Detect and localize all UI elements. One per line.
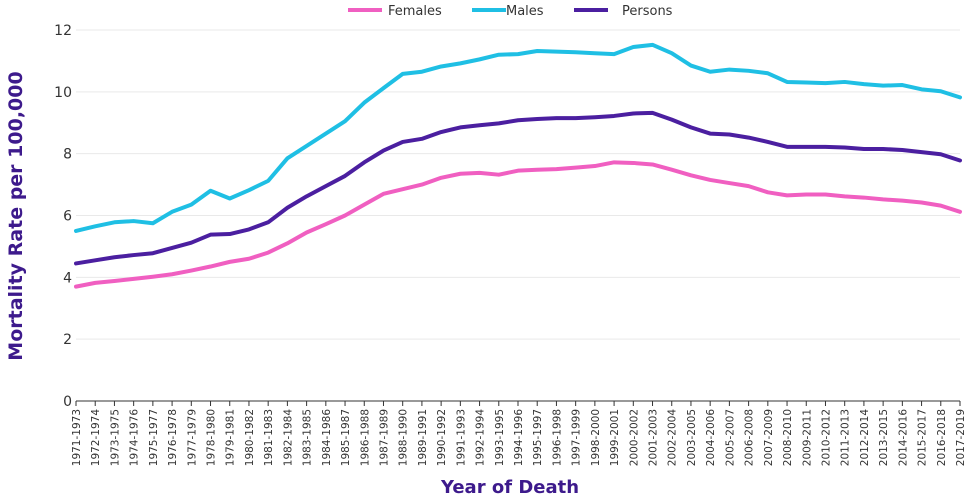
x-tick-label: 1975-1977 <box>148 409 160 466</box>
x-tick-label: 1981-1983 <box>263 409 275 466</box>
legend-label-persons[interactable]: Persons <box>622 4 673 19</box>
y-axis-title: Mortality Rate per 100,000 <box>5 71 27 360</box>
x-tick-label: 1971-1973 <box>71 409 83 466</box>
legend-label-males[interactable]: Males <box>506 4 544 19</box>
x-tick-label: 2008-2010 <box>782 409 794 466</box>
x-tick-label: 2013-2015 <box>878 409 890 466</box>
series-line-females[interactable] <box>74 160 962 289</box>
x-tick-label: 1972-1974 <box>90 409 102 467</box>
x-tick-label: 2012-2014 <box>859 409 871 467</box>
x-tick-label: 2017-2019 <box>955 409 966 466</box>
y-tick-label: 12 <box>54 23 72 39</box>
x-tick-label: 1982-1984 <box>282 409 294 467</box>
x-tick-label: 1977-1979 <box>186 409 198 466</box>
legend-label-females[interactable]: Females <box>388 4 442 19</box>
x-tick-label: 1987-1989 <box>378 409 390 466</box>
x-tick-label: 1979-1981 <box>225 409 237 466</box>
x-tick-label: 1992-1994 <box>475 409 487 467</box>
y-tick-label: 6 <box>63 209 72 225</box>
x-tick-label: 2016-2018 <box>936 409 948 466</box>
x-tick-label: 2001-2003 <box>648 409 660 466</box>
x-tick-label: 1984-1986 <box>321 409 333 467</box>
y-tick-label: 8 <box>63 147 72 163</box>
x-tick-label: 1988-1990 <box>398 409 410 466</box>
x-tick-label: 1978-1980 <box>206 409 218 466</box>
series-line-persons[interactable] <box>74 110 962 266</box>
x-tick-label: 2015-2017 <box>917 409 929 466</box>
x-tick-label: 1974-1976 <box>129 409 141 467</box>
x-tick-label: 1999-2001 <box>609 409 621 466</box>
y-tick-label: 10 <box>54 85 72 101</box>
x-tick-label: 1976-1978 <box>167 409 179 466</box>
x-tick-label: 2007-2009 <box>763 409 775 466</box>
axis-layer: 0 2 4 6 8 10 12 1971-1973 1972-1974 1973-1975 1974… <box>54 23 966 466</box>
grid-layer <box>76 29 960 340</box>
x-tick-label: 2009-2011 <box>801 409 813 466</box>
x-tick-label: 1991-1993 <box>455 409 467 466</box>
x-tick-label: 1983-1985 <box>302 409 314 466</box>
x-tick-label: 1989-1991 <box>417 409 429 466</box>
legend[interactable]: Females Males Persons <box>348 4 673 19</box>
x-tick-label: 2006-2008 <box>744 409 756 466</box>
series-layer <box>74 42 962 289</box>
x-tick-label: 1996-1998 <box>551 409 563 466</box>
x-tick-label: 2004-2006 <box>705 409 717 467</box>
x-tick-label: 2010-2012 <box>820 409 832 466</box>
x-axis-title: Year of Death <box>440 477 579 498</box>
series-line-males[interactable] <box>74 42 962 233</box>
x-tick-label: 1985-1987 <box>340 409 352 466</box>
x-tick-label: 1995-1997 <box>532 409 544 466</box>
x-tick-label: 1997-1999 <box>571 409 583 466</box>
x-tick-label: 1998-2000 <box>590 409 602 466</box>
y-tick-label: 0 <box>63 394 72 410</box>
x-tick-label: 1986-1988 <box>359 409 371 466</box>
x-tick-label: 1980-1982 <box>244 409 256 466</box>
x-tick-label: 2005-2007 <box>724 409 736 466</box>
y-tick-label: 2 <box>63 332 72 348</box>
x-tick-label: 1993-1995 <box>494 409 506 466</box>
x-tick-label: 1990-1992 <box>436 409 448 466</box>
x-tick-label: 2002-2004 <box>667 409 679 467</box>
x-tick-label: 1994-1996 <box>513 409 525 467</box>
x-tick-label: 2014-2016 <box>897 409 909 467</box>
y-tick-label: 4 <box>63 270 72 286</box>
x-tick-label: 2011-2013 <box>840 409 852 466</box>
x-tick-label: 1973-1975 <box>109 409 121 466</box>
x-tick-label: 2000-2002 <box>628 409 640 466</box>
x-tick-label: 2003-2005 <box>686 409 698 466</box>
